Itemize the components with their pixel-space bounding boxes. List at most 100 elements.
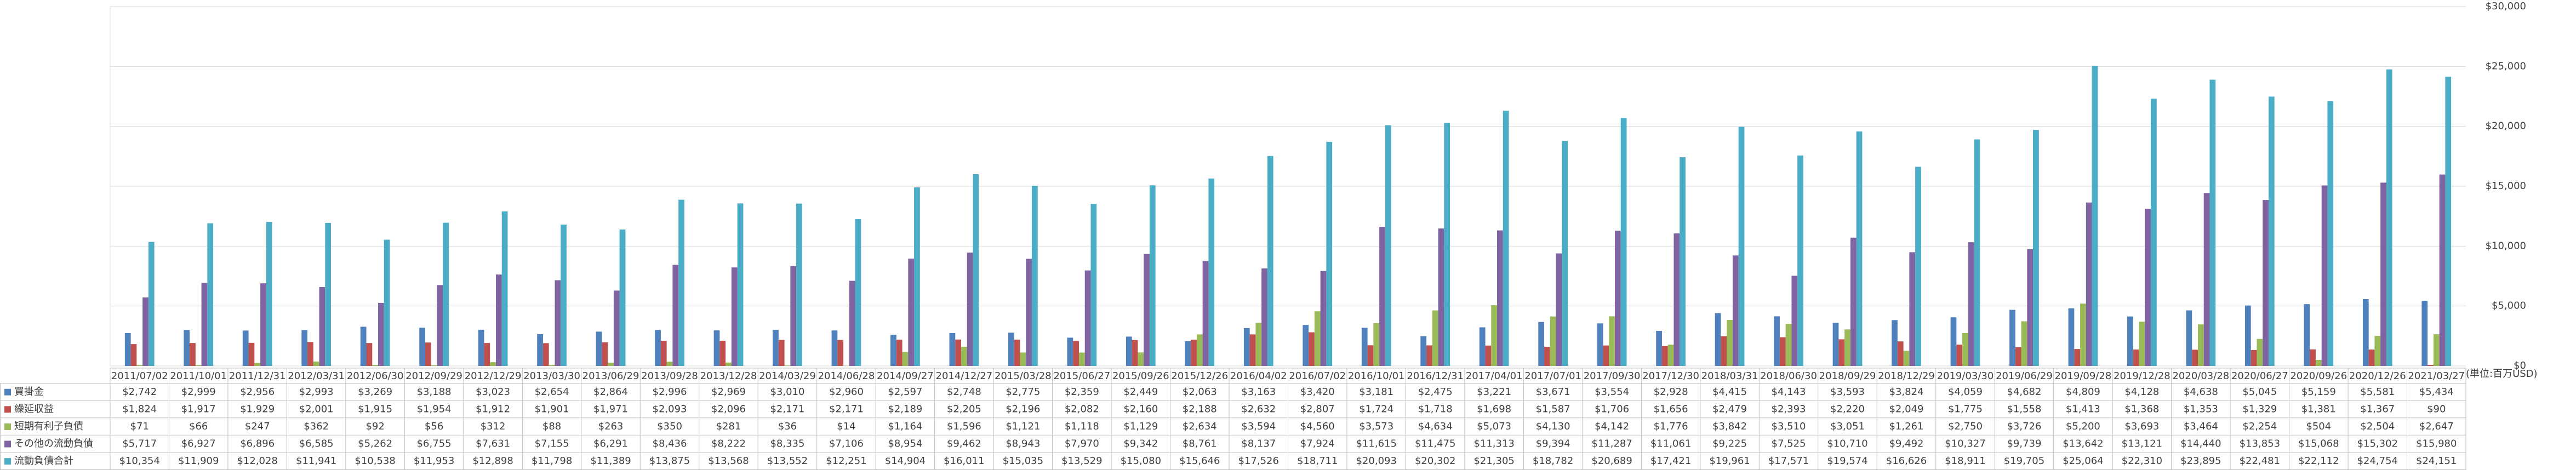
bar (737, 203, 744, 366)
bar (2009, 309, 2015, 366)
table-value: $7,924 (1300, 438, 1335, 450)
bar (1673, 233, 1680, 366)
table-value: $3,188 (417, 386, 452, 398)
bar (2368, 349, 2375, 366)
bar (1909, 252, 1916, 366)
table-value: $504 (2306, 421, 2331, 432)
table-value: $10,538 (355, 455, 395, 467)
bar (1785, 324, 1792, 366)
table-value: $8,436 (653, 438, 687, 450)
bar (1903, 351, 1910, 366)
table-value: $3,510 (1772, 421, 1806, 432)
bar (855, 219, 861, 366)
bar (2374, 336, 2381, 366)
table-value: $13,642 (2063, 438, 2103, 450)
table-value: $5,073 (1477, 421, 1511, 432)
bar (1680, 157, 1686, 366)
table-value: $3,671 (1536, 386, 1570, 398)
table-value: $263 (598, 421, 624, 432)
bar (2421, 301, 2428, 366)
x-tick-label: 2016/12/31 (1407, 370, 1464, 382)
bar (1892, 320, 1898, 366)
bar (2257, 339, 2263, 366)
bar (478, 329, 484, 366)
bar (2145, 209, 2151, 366)
bar (1597, 323, 1603, 366)
bar (596, 331, 602, 366)
table-value: $9,492 (1889, 438, 1923, 450)
bar (378, 302, 384, 366)
table-value: $36 (778, 421, 797, 432)
table-value: $11,061 (1650, 438, 1691, 450)
bar (1727, 319, 1733, 366)
unit-label: (単位:百万USD) (2466, 368, 2538, 380)
bar (719, 341, 726, 366)
table-value: $5,434 (2419, 386, 2454, 398)
x-tick-label: 2018/09/29 (1819, 370, 1876, 382)
bar (1267, 156, 1273, 366)
table-value: $2,479 (1712, 403, 1747, 415)
bar (908, 259, 915, 366)
table-value: $22,112 (2298, 455, 2339, 467)
x-tick-label: 2014/03/29 (759, 370, 816, 382)
bar (1844, 329, 1850, 366)
x-tick-label: 2019/09/28 (2055, 370, 2112, 382)
table-value: $16,626 (1886, 455, 1927, 467)
bar (1185, 341, 1191, 366)
bar (2327, 101, 2334, 366)
bar (242, 330, 249, 366)
bar (831, 330, 838, 366)
bar (790, 266, 797, 366)
bar (425, 342, 431, 366)
bar (837, 340, 844, 366)
table-value: $1,121 (1006, 421, 1040, 432)
bar (1191, 340, 1197, 366)
table-value: $1,917 (181, 403, 216, 415)
table-value: $23,895 (2180, 455, 2221, 467)
table-value: $2,475 (1418, 386, 1453, 398)
bar (1138, 352, 1144, 366)
bar (372, 364, 379, 366)
bar (1090, 204, 1097, 366)
table-value: $2,393 (1772, 403, 1806, 415)
x-tick-label: 2017/04/01 (1466, 370, 1523, 382)
x-tick-label: 2019/06/29 (1996, 370, 2053, 382)
bar (484, 343, 490, 366)
table-value: $2,093 (653, 403, 687, 415)
table-value: $1,558 (2007, 403, 2041, 415)
table-value: $2,647 (2419, 421, 2454, 432)
bar (1503, 111, 1509, 366)
bar (796, 203, 802, 366)
x-tick-label: 2013/09/28 (641, 370, 698, 382)
bar (1309, 332, 1315, 366)
bar (655, 330, 661, 366)
table-value: $247 (245, 421, 270, 432)
bar (1538, 322, 1545, 366)
table-value: $10,354 (119, 455, 160, 467)
bar (666, 362, 673, 366)
bar (2380, 182, 2386, 366)
x-tick-label: 2019/03/30 (1937, 370, 1994, 382)
bar (1497, 230, 1503, 366)
bar (726, 362, 732, 366)
table-value: $3,824 (1889, 386, 1923, 398)
bar (713, 330, 720, 366)
table-value: $92 (365, 421, 384, 432)
table-value: $2,359 (1065, 386, 1099, 398)
bar (2033, 130, 2039, 366)
table-value: $71 (130, 421, 149, 432)
bar (1614, 231, 1621, 366)
bar (2086, 202, 2092, 366)
table-value: $9,462 (947, 438, 981, 450)
table-value: $1,971 (593, 403, 628, 415)
table-value: $2,449 (1123, 386, 1158, 398)
bar (1856, 131, 1863, 366)
bar (1073, 341, 1079, 366)
bar (1667, 345, 1674, 366)
bar (1968, 242, 1974, 366)
bar (301, 330, 308, 366)
table-value: $88 (542, 421, 561, 432)
bar (1791, 276, 1798, 366)
y-tick-label: $5,000 (2492, 300, 2526, 312)
